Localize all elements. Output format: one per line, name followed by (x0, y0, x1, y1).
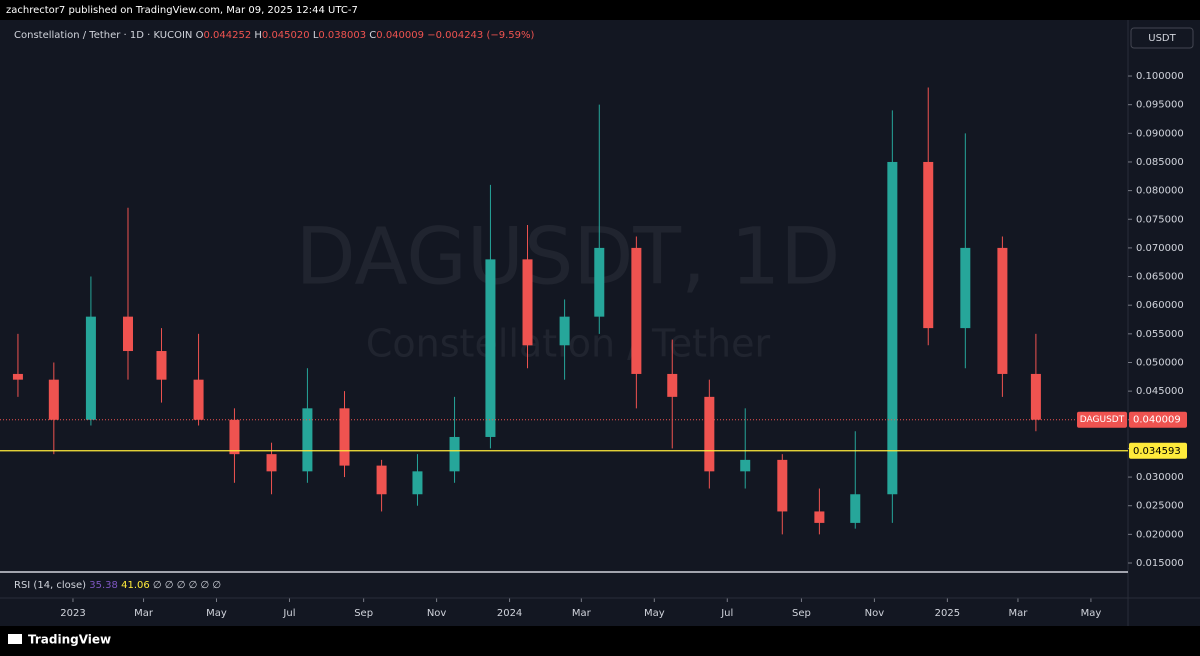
price-tag-bg (1129, 411, 1187, 428)
x-tick-label: Nov (865, 608, 885, 619)
candle-body (923, 161, 934, 329)
candle-body (522, 259, 533, 346)
y-tick-label: 0.080000 (1136, 186, 1184, 197)
y-tick-label: 0.095000 (1136, 100, 1184, 111)
legend: Constellation / Tether · 1D · KUCOIN O0.… (14, 30, 535, 41)
publisher: zachrector7 published on TradingView.com… (6, 5, 358, 16)
legend-key: H (254, 30, 262, 41)
y-tick-label: 0.090000 (1136, 128, 1184, 139)
price-tag: 0.040009 (1133, 415, 1181, 426)
price-tag-name: DAGUSDT (1080, 415, 1125, 425)
candle-body (48, 379, 59, 420)
y-tick-label: 0.025000 (1136, 501, 1184, 512)
candle-body (85, 316, 96, 420)
legend-value: 0.040009 (376, 30, 424, 41)
legend-title: Constellation / Tether · 1D · KUCOIN (14, 30, 192, 41)
x-tick-label: Sep (792, 608, 811, 619)
candle-body (1030, 373, 1041, 420)
y-tick-label: 0.020000 (1136, 529, 1184, 540)
rsi-value: 41.06 (121, 580, 150, 591)
candle-body (887, 161, 898, 495)
rsi-legend: RSI (14, close) 35.38 41.06 ∅ ∅ ∅ ∅ ∅ ∅ (14, 580, 221, 591)
x-tick-label: Nov (427, 608, 447, 619)
candle-body (266, 454, 277, 472)
x-tick-label: Mar (572, 608, 592, 619)
candle-body (122, 316, 133, 352)
candle-body (12, 373, 23, 380)
y-tick-label: 0.085000 (1136, 157, 1184, 168)
level-tag-bg (1129, 442, 1187, 459)
rsi-label: RSI (14, close) (14, 580, 86, 591)
candle-body (302, 408, 313, 472)
x-tick-label: May (644, 608, 665, 619)
rsi-value: 35.38 (89, 580, 118, 591)
candle-body (594, 247, 605, 317)
y-tick-label: 0.030000 (1136, 472, 1184, 483)
watermark-symbol: DAGUSDT, 1D (296, 212, 841, 302)
x-tick-label: Sep (354, 608, 373, 619)
x-tick-label: Mar (134, 608, 154, 619)
legend-key: C (369, 30, 376, 41)
footer (0, 626, 1200, 656)
y-tick-label: 0.065000 (1136, 272, 1184, 283)
legend-value: 0.045020 (262, 30, 310, 41)
legend-value: 0.038003 (318, 30, 366, 41)
candle-body (777, 459, 788, 512)
x-tick-label: Jul (282, 608, 295, 619)
candle-body (814, 511, 825, 523)
candle-body (339, 408, 350, 466)
y-tick-label: 0.075000 (1136, 214, 1184, 225)
candle-body (376, 465, 387, 495)
x-tick-label: May (1081, 608, 1102, 619)
legend-change: −0.004243 (−9.59%) (427, 30, 534, 41)
candle-body (850, 494, 861, 523)
legend-key: L (313, 30, 319, 41)
candle-body (485, 259, 496, 437)
candle-body (997, 247, 1008, 374)
x-tick-label: Jul (720, 608, 733, 619)
candle-body (193, 379, 204, 420)
logo-icon (8, 634, 22, 644)
candle-body (156, 351, 167, 380)
x-tick-label: 2024 (497, 608, 522, 619)
candle-body (412, 471, 423, 495)
candle-body (449, 436, 460, 472)
currency-label[interactable]: USDT (1148, 33, 1176, 44)
y-tick-label: 0.100000 (1136, 71, 1184, 82)
candle-body (229, 419, 240, 455)
legend-key: O (196, 30, 204, 41)
y-tick-label: 0.050000 (1136, 357, 1184, 368)
y-tick-label: 0.070000 (1136, 243, 1184, 254)
x-tick-label: 2023 (60, 608, 85, 619)
y-tick-label: 0.060000 (1136, 300, 1184, 311)
x-tick-label: 2025 (935, 608, 960, 619)
y-tick-label: 0.015000 (1136, 558, 1184, 569)
y-tick-label: 0.055000 (1136, 329, 1184, 340)
x-tick-label: Mar (1009, 608, 1029, 619)
candle-body (667, 373, 678, 397)
candle-body (631, 247, 642, 374)
plot: 0.0150000.0200000.0250000.0300000.035000… (0, 30, 1187, 619)
rsi-empty: ∅ ∅ ∅ ∅ ∅ ∅ (153, 580, 221, 591)
level-tag: 0.034593 (1133, 446, 1181, 457)
candle-body (704, 396, 715, 472)
legend-value: 0.044252 (203, 30, 251, 41)
y-tick-label: 0.045000 (1136, 386, 1184, 397)
candle-body (740, 459, 751, 472)
candle-body (960, 247, 971, 329)
candle-body (559, 316, 570, 346)
price-tag-name-bg (1077, 411, 1127, 428)
currency-button[interactable] (1130, 27, 1194, 49)
x-tick-label: May (206, 608, 227, 619)
footer-brand: TradingView (28, 633, 111, 647)
